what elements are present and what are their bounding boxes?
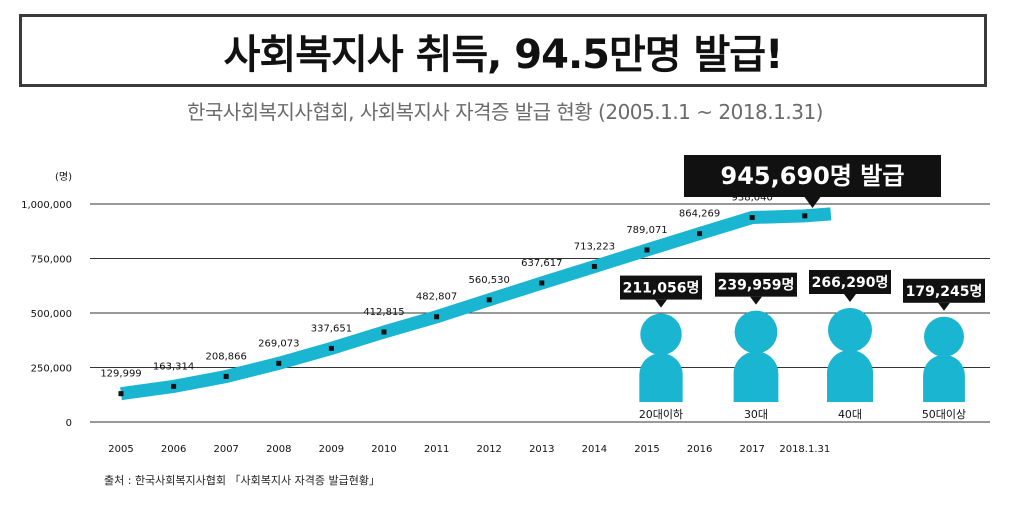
y-tick-label: 250,000 bbox=[31, 364, 72, 375]
person-head-icon bbox=[828, 308, 872, 352]
age-value-label: 179,245명 bbox=[906, 283, 983, 300]
data-point bbox=[276, 360, 282, 366]
y-tick-label: 750,000 bbox=[31, 255, 72, 266]
person-body-icon bbox=[733, 351, 779, 402]
age-value-pointer bbox=[844, 294, 856, 302]
age-value-label: 211,056명 bbox=[623, 280, 700, 297]
age-value-box bbox=[715, 272, 797, 297]
y-unit-label: (명) bbox=[55, 171, 72, 183]
data-point bbox=[591, 264, 597, 270]
data-label: 129,999 bbox=[100, 369, 141, 380]
data-label: 938,040 bbox=[732, 193, 773, 204]
data-label: 208,866 bbox=[206, 351, 247, 362]
data-point bbox=[539, 280, 545, 286]
x-tick-label: 2012 bbox=[476, 444, 501, 455]
x-tick-label: 2011 bbox=[424, 444, 449, 455]
y-tick-label: 1,000,000 bbox=[21, 200, 72, 211]
chart-subtitle: 한국사회복지사협회, 사회복지사 자격증 발급 현황 (2005.1.1 ~ 2… bbox=[187, 100, 823, 124]
age-value-pointer bbox=[938, 302, 950, 311]
person-head-icon bbox=[924, 316, 964, 357]
x-tick-label: 2016 bbox=[687, 444, 712, 455]
x-tick-label: 2008 bbox=[266, 444, 291, 455]
data-label: 713,223 bbox=[574, 242, 615, 253]
age-group-label: 50대이상 bbox=[922, 408, 966, 421]
x-tick-label: 2007 bbox=[213, 444, 238, 455]
data-point bbox=[802, 213, 808, 219]
data-point bbox=[434, 314, 440, 320]
x-tick-label: 2018.1.31 bbox=[779, 444, 830, 455]
person-body-icon bbox=[639, 353, 683, 402]
data-label: 412,815 bbox=[363, 307, 404, 318]
person-body-icon bbox=[827, 350, 873, 402]
data-label: 269,073 bbox=[258, 338, 299, 349]
data-point bbox=[171, 383, 177, 389]
x-tick-label: 2015 bbox=[634, 444, 659, 455]
x-tick-label: 2014 bbox=[582, 444, 607, 455]
data-point bbox=[328, 345, 334, 351]
x-tick-label: 2006 bbox=[161, 444, 186, 455]
age-value-pointer bbox=[655, 299, 667, 308]
person-head-icon bbox=[734, 310, 778, 354]
data-point bbox=[223, 373, 229, 379]
y-tick-label: 500,000 bbox=[31, 309, 72, 320]
data-label: 482,807 bbox=[416, 292, 457, 303]
source-note: 출처 : 한국사회복지사협회 「사회복지사 자격증 발급현황」 bbox=[104, 474, 380, 487]
age-group-label: 20대이하 bbox=[639, 407, 683, 421]
person-head-icon bbox=[640, 313, 682, 356]
data-point bbox=[749, 215, 755, 221]
total-callout-label: 945,690명 발급 bbox=[721, 162, 905, 190]
age-group-label: 30대 bbox=[744, 408, 768, 421]
x-tick-label: 2009 bbox=[319, 444, 344, 455]
data-label: 789,071 bbox=[626, 225, 667, 236]
data-point bbox=[644, 247, 650, 253]
data-point bbox=[118, 391, 124, 397]
data-label: 560,530 bbox=[469, 275, 510, 286]
data-label: 864,269 bbox=[679, 209, 720, 220]
total-callout-box bbox=[684, 155, 941, 197]
age-value-box bbox=[620, 275, 702, 300]
total-callout-pointer bbox=[804, 197, 821, 208]
data-label: 337,651 bbox=[311, 323, 352, 334]
age-value-label: 239,959명 bbox=[718, 277, 795, 294]
age-group-label: 40대 bbox=[838, 408, 862, 421]
data-point bbox=[381, 329, 387, 335]
x-tick-label: 2013 bbox=[529, 444, 554, 455]
title-box: 사회복지사 취득, 94.5만명 발급! bbox=[19, 14, 987, 87]
data-label: 637,617 bbox=[521, 258, 562, 269]
age-value-box bbox=[903, 278, 985, 303]
data-point bbox=[697, 231, 703, 237]
data-point bbox=[486, 297, 492, 303]
x-tick-label: 2010 bbox=[371, 444, 396, 455]
age-value-label: 266,290명 bbox=[812, 274, 889, 291]
x-tick-label: 2017 bbox=[739, 444, 764, 455]
x-tick-label: 2005 bbox=[108, 444, 133, 455]
series-line bbox=[120, 207, 832, 401]
chart-title: 사회복지사 취득, 94.5만명 발급! bbox=[223, 31, 784, 78]
person-body-icon bbox=[923, 354, 965, 402]
data-label: 163,314 bbox=[153, 361, 194, 372]
age-value-box bbox=[809, 270, 891, 294]
age-value-pointer bbox=[750, 296, 762, 305]
y-tick-label: 0 bbox=[66, 418, 72, 429]
